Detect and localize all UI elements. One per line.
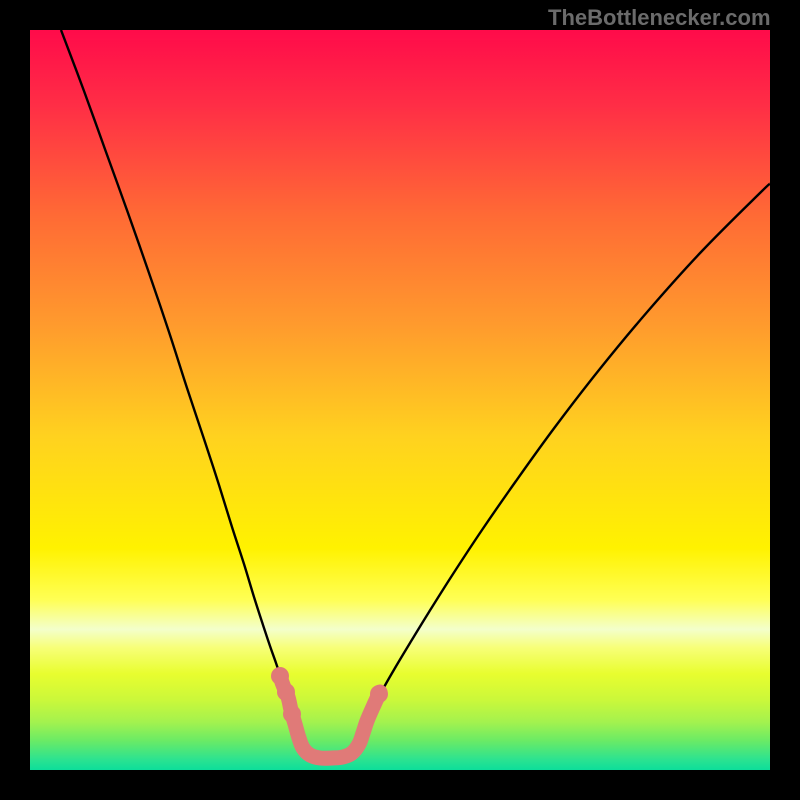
marker-dot xyxy=(277,683,295,701)
curve-layer xyxy=(30,30,770,770)
watermark-text: TheBottlenecker.com xyxy=(548,5,771,31)
marker-dot xyxy=(283,705,301,723)
right-curve xyxy=(361,184,770,739)
left-curve xyxy=(61,30,298,739)
chart-stage: TheBottlenecker.com xyxy=(0,0,800,800)
plot-area xyxy=(30,30,770,770)
marker-dot xyxy=(370,685,388,703)
marker-dot xyxy=(271,667,289,685)
